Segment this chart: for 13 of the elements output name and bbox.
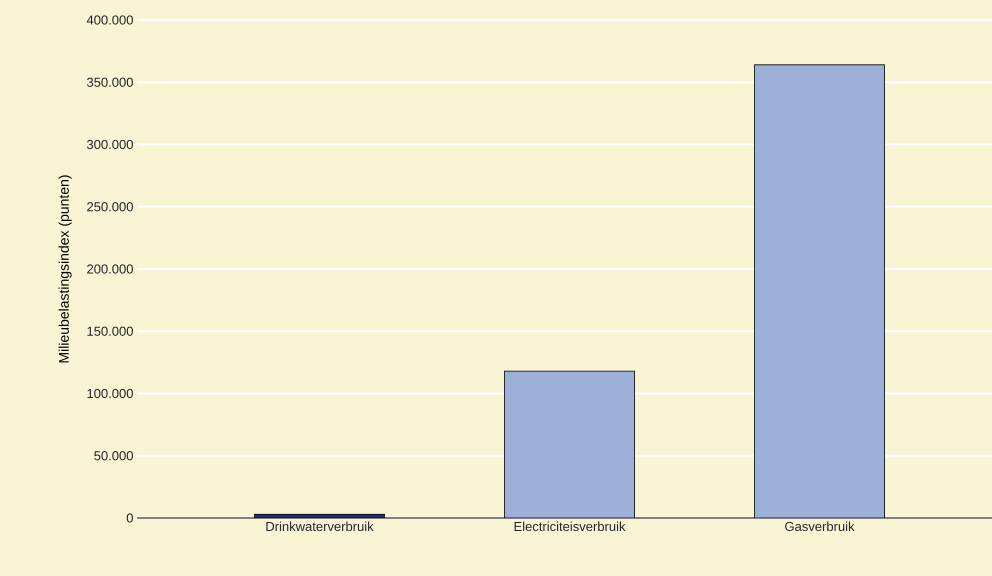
y-axis-title: Milieubelastingsindex (punten) xyxy=(58,175,72,362)
y-tick-label: 200.000 xyxy=(87,264,133,274)
y-tick-label: 50.000 xyxy=(94,451,133,460)
x-tick-label: Drinkwaterverbruik xyxy=(266,522,374,532)
y-tick-label: 250.000 xyxy=(87,202,133,212)
y-tick-label: 150.000 xyxy=(87,326,133,336)
y-tick-label: 400.000 xyxy=(86,15,133,25)
y-tick-label: 100.000 xyxy=(87,388,133,398)
y-tick-label: 0 xyxy=(126,513,133,523)
y-tick-label: 300.000 xyxy=(86,140,133,150)
x-tick-label: Electriciteisverbruik xyxy=(514,522,626,532)
y-tick-label: 350.000 xyxy=(86,78,133,87)
x-tick-label: Gasverbruik xyxy=(785,522,855,532)
